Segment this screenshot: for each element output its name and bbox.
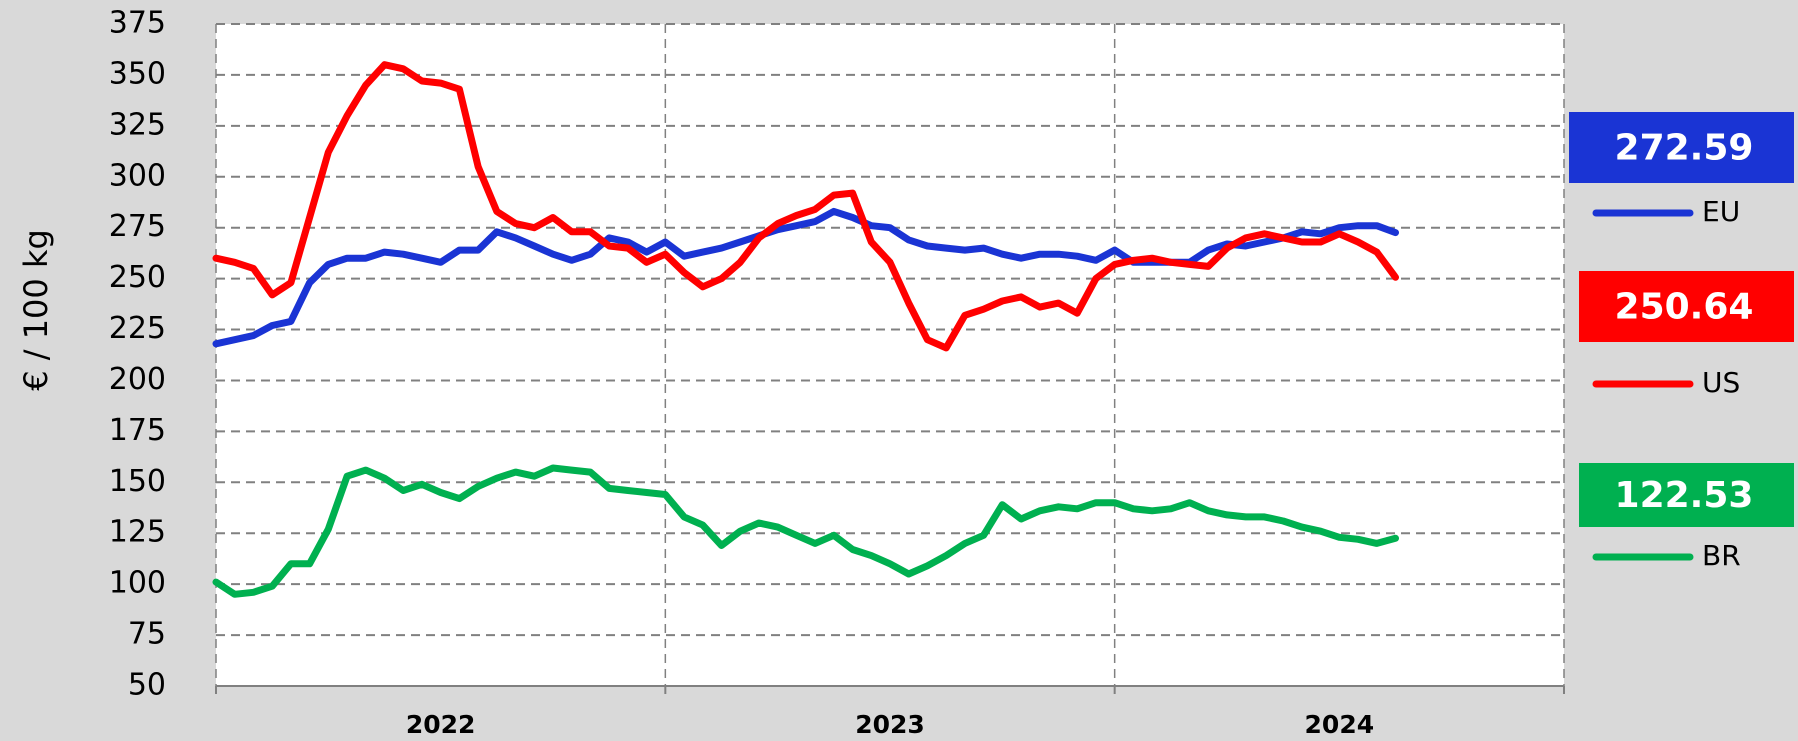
y-tick-label: 275 [109, 209, 166, 244]
y-tick-label: 250 [109, 260, 166, 295]
y-tick-label: 300 [109, 158, 166, 193]
y-tick-label: 100 [109, 566, 166, 601]
legend-label: BR [1702, 539, 1741, 572]
value-box [1579, 271, 1794, 342]
plot-area [216, 24, 1564, 686]
y-tick-label: 75 [128, 617, 166, 652]
y-tick-label: 225 [109, 311, 166, 346]
value-box [1569, 112, 1794, 183]
y-tick-label: 50 [128, 668, 166, 703]
line-series [212, 207, 1399, 348]
value-box [1579, 463, 1794, 527]
value-box-label: 272.59 [1615, 128, 1754, 169]
x-tick-label: 2023 [855, 710, 925, 739]
y-tick-label: 125 [109, 515, 166, 550]
line-series [212, 61, 1399, 352]
y-tick-label: 350 [109, 56, 166, 91]
y-tick-label: 325 [109, 107, 166, 142]
value-box-label: 122.53 [1615, 475, 1754, 516]
x-tick-label: 2024 [1305, 710, 1375, 739]
y-axis-label: € / 100 kg [17, 229, 55, 391]
y-tick-label: 150 [109, 464, 166, 499]
line-series [212, 464, 1399, 598]
y-tick-label: 375 [109, 6, 166, 41]
value-box-label: 250.64 [1615, 287, 1754, 328]
legend-label: US [1702, 366, 1740, 399]
x-tick-label: 2022 [406, 710, 476, 739]
y-tick-label: 175 [109, 413, 166, 448]
legend-label: EU [1702, 195, 1740, 228]
y-tick-label: 200 [109, 362, 166, 397]
